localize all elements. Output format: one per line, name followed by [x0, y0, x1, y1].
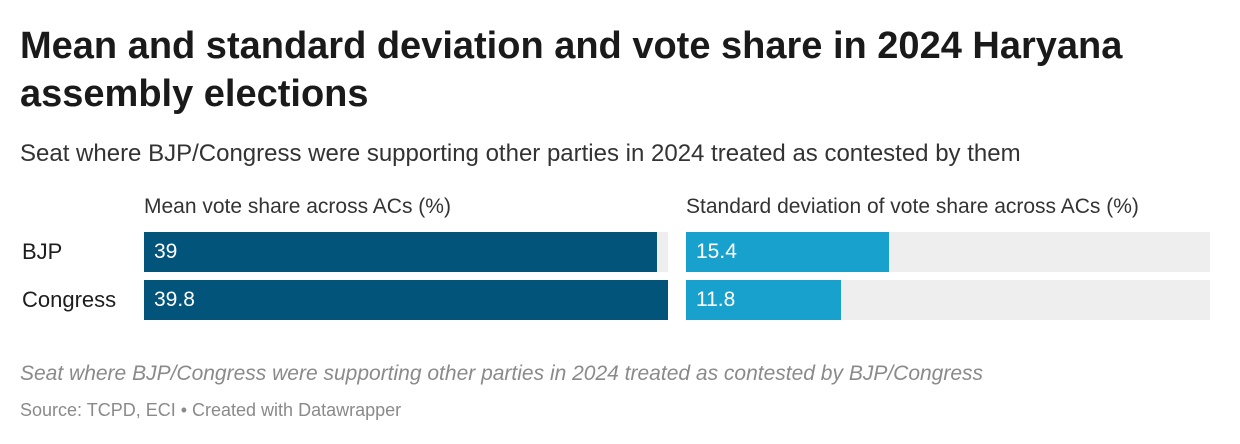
bar-congress-std-dev — [686, 280, 842, 320]
chart-title: Mean and standard deviation and vote sha… — [20, 25, 1123, 115]
column-header-mean: Mean vote share across ACs (%) — [144, 195, 451, 218]
bar-track-congress-mean: 39.8 — [144, 280, 668, 320]
chart-subtitle: Seat where BJP/Congress were supporting … — [20, 140, 1021, 167]
bar-bjp-std-dev — [686, 232, 889, 272]
bar-congress-mean — [144, 280, 668, 320]
column-header-std-dev: Standard deviation of vote share across … — [686, 195, 1139, 218]
data-label-bjp-mean: 39 — [154, 240, 178, 263]
data-label-bjp-std-dev: 15.4 — [696, 240, 737, 263]
bar-track-congress-std-dev: 11.8 — [686, 280, 1210, 320]
bar-track-bjp-std-dev: 15.4 — [686, 232, 1210, 272]
bar-bjp-mean — [144, 232, 658, 272]
bar-track-bjp-mean: 39 — [144, 232, 668, 272]
chart-source: Source: TCPD, ECI • Created with Datawra… — [20, 400, 402, 420]
row-label-congress: Congress — [22, 287, 117, 312]
data-label-congress-mean: 39.8 — [154, 288, 195, 311]
row-label-bjp: BJP — [22, 239, 63, 264]
data-label-congress-std-dev: 11.8 — [696, 288, 736, 311]
chart-note: Seat where BJP/Congress were supporting … — [20, 362, 984, 385]
